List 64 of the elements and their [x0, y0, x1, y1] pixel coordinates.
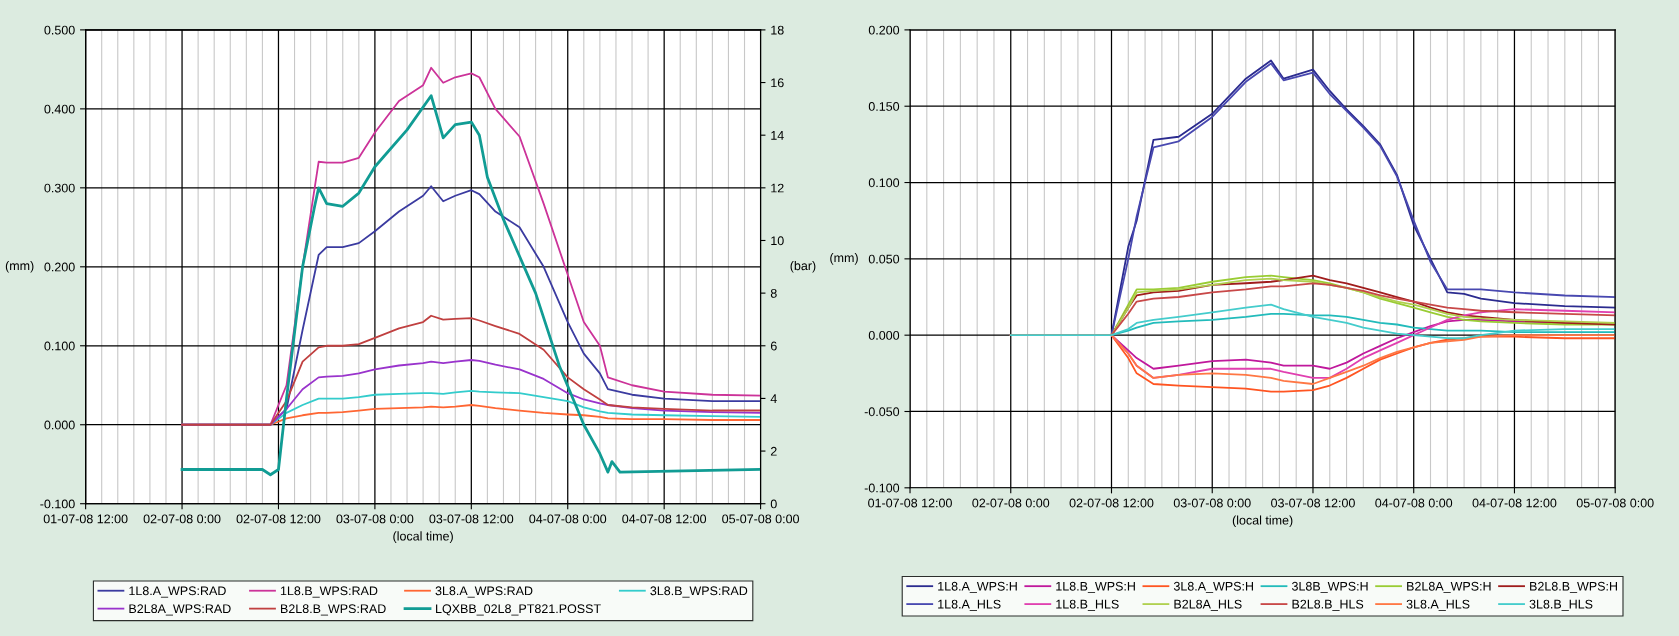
y2-tick-label: 12	[771, 183, 784, 193]
legend-label: B2L8.B_WPS:RAD	[281, 604, 386, 616]
y-tick-label: 0.200	[44, 262, 75, 272]
y-tick-label: 0.300	[44, 183, 75, 193]
y-tick-label: -0.100	[40, 499, 75, 509]
x-tick-label: 04-07-08 0:00	[529, 514, 607, 524]
x-tick-label: 02-07-08 12:00	[1069, 498, 1154, 508]
y2-tick-label: 8	[770, 288, 777, 298]
legend-label: B2L8A_WPS:H	[1407, 581, 1491, 594]
x-tick-label: 02-07-08 12:00	[236, 514, 321, 524]
y2-tick-label: 4	[770, 394, 777, 403]
y-tick-label: 0.100	[868, 178, 900, 188]
legend-label: B2L8.B_WPS:H	[1530, 581, 1617, 594]
x-tick-label: 05-07-08 0:00	[722, 514, 800, 524]
y2-axis-title: (bar)	[790, 260, 816, 273]
legend-label: 3L8.A_HLS	[1406, 599, 1470, 611]
legend-label: 1L8.A_WPS:H	[938, 581, 1017, 594]
y-axis-title: (mm)	[830, 253, 858, 265]
legend-label: 1L8.A_HLS	[938, 599, 1001, 611]
y-tick-label: 0.000	[868, 330, 900, 340]
x-tick-label: 03-07-08 12:00	[429, 514, 514, 524]
y-tick-label: 0.050	[868, 254, 900, 264]
legend-label: 1L8.B_WPS:RAD	[280, 586, 378, 598]
y2-tick-label: 10	[771, 236, 784, 246]
legend-label: 3L8.B_HLS	[1529, 599, 1593, 611]
y-tick-label: 0.400	[44, 104, 75, 114]
legend-label: 1L8.A_WPS:RAD	[129, 586, 226, 598]
x-tick-label: 04-07-08 12:00	[1472, 498, 1557, 508]
legend-label: 3L8.A_WPS:H	[1173, 581, 1253, 594]
x-axis-title: (local time)	[393, 531, 453, 543]
x-tick-label: 04-07-08 12:00	[622, 514, 707, 524]
legend-label: 3L8B_WPS:H	[1291, 581, 1368, 594]
y-tick-label: 0.000	[44, 420, 75, 430]
legend-label: B2L8A_WPS:RAD	[129, 604, 231, 616]
x-tick-label: 02-07-08 0:00	[972, 498, 1050, 508]
legend-label: LQXBB_02L8_PT821.POSST	[436, 604, 601, 616]
x-tick-label: 01-07-08 12:00	[868, 498, 952, 508]
legend-label: 3L8.B_WPS:RAD	[650, 586, 748, 598]
y2-tick-label: 6	[770, 341, 777, 351]
y2-tick-label: 2	[770, 446, 777, 456]
y2-tick-label: 16	[771, 78, 784, 88]
x-axis-title: (local time)	[1232, 515, 1293, 528]
y-tick-label: -0.100	[864, 483, 900, 493]
x-tick-label: 05-07-08 0:00	[1576, 498, 1654, 508]
x-tick-label: 04-07-08 0:00	[1375, 498, 1453, 508]
legend-label: B2L8.B_HLS	[1292, 599, 1364, 611]
y2-tick-label: 14	[771, 131, 784, 140]
legend-label: 1L8.B_WPS:H	[1056, 581, 1135, 594]
x-tick-label: 01-07-08 12:00	[43, 514, 128, 524]
y-tick-label: -0.050	[864, 407, 900, 417]
y-tick-label: 0.100	[44, 341, 75, 351]
legend-label: B2L8A_HLS	[1174, 599, 1242, 611]
legend-label: 1L8.B_HLS	[1056, 599, 1119, 611]
y2-tick-label: 0	[770, 499, 777, 509]
y-tick-label: 0.500	[44, 25, 75, 35]
y-axis-title: (mm)	[5, 260, 34, 273]
y2-tick-label: 18	[771, 25, 784, 35]
x-tick-label: 03-07-08 12:00	[1271, 498, 1355, 508]
x-tick-label: 03-07-08 0:00	[1173, 498, 1251, 508]
legend-label: 3L8.A_WPS:RAD	[435, 586, 533, 598]
x-tick-label: 02-07-08 0:00	[143, 514, 221, 524]
y-tick-label: 0.200	[868, 25, 900, 35]
y-tick-label: 0.150	[868, 102, 900, 111]
x-tick-label: 03-07-08 0:00	[336, 514, 414, 524]
